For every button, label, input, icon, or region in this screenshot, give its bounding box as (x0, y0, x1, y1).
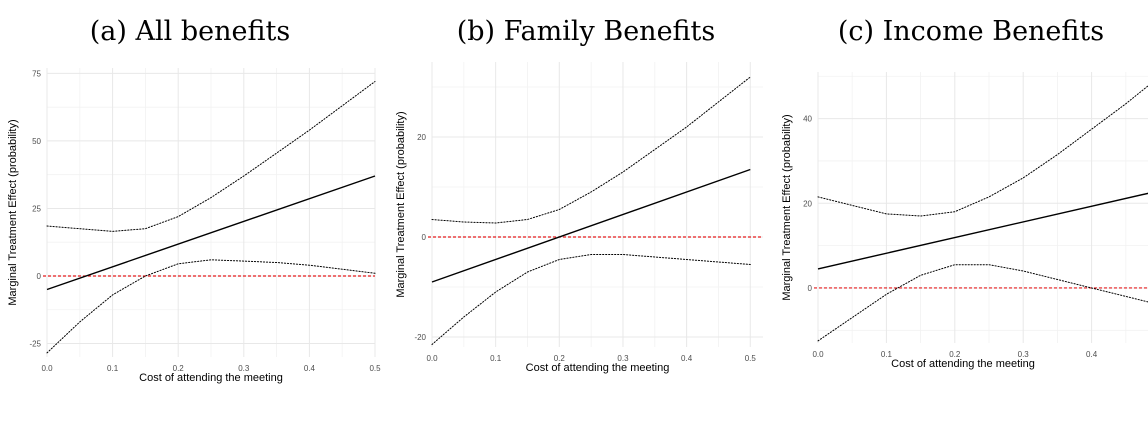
x-tick-label: 0.4 (681, 354, 693, 363)
x-tick-label: 0.0 (41, 364, 53, 373)
panel-title: (a) All benefits (90, 16, 290, 47)
x-tick-label: 0.4 (304, 364, 316, 373)
y-tick-label: 0 (808, 284, 813, 293)
x-tick-label: 0.1 (107, 364, 119, 373)
lower-confidence-bound (817, 264, 1148, 342)
y-axis-label: Marginal Treatment Effect (probability) (395, 111, 407, 297)
lower-confidence-bound (431, 254, 751, 345)
upper-confidence-bound (46, 81, 376, 232)
y-tick-label: -25 (29, 339, 41, 348)
x-tick-label: 0.0 (426, 354, 438, 363)
x-tick-label: 0.0 (812, 350, 824, 359)
y-tick-label: 40 (803, 115, 812, 124)
panel-title: (c) Income Benefits (838, 16, 1104, 47)
y-tick-label: 75 (32, 69, 41, 78)
x-tick-label: 0.4 (1086, 350, 1098, 359)
y-tick-label: 0 (37, 272, 42, 281)
y-tick-label: 20 (803, 199, 812, 208)
y-tick-label: 0 (422, 233, 427, 242)
mte-estimate-line (817, 192, 1148, 270)
y-axis-label: Marginal Treatment Effect (probability) (781, 114, 793, 300)
x-tick-label: 0.5 (745, 354, 757, 363)
y-axis-label: Marginal Treatment Effect (probability) (7, 119, 19, 305)
panel-1: (a) All benefits 0.0 0.1 0.2 0.3 0.4 0.5 -25 0 25… (7, 16, 381, 384)
x-tick-label: 0.2 (554, 354, 566, 363)
panel-2: (b) Family Benefits 0.0 0.1 0.2 0.3 0.4 0.5 -20… (395, 16, 763, 374)
lower-confidence-bound (46, 259, 376, 354)
x-tick-label: 0.1 (881, 350, 893, 359)
mte-estimate-line (431, 168, 751, 283)
x-tick-label: 0.1 (490, 354, 502, 363)
x-tick-label: 0.2 (949, 350, 961, 359)
x-tick-label: 0.3 (1018, 350, 1030, 359)
x-tick-label: 0.5 (369, 364, 381, 373)
x-axis-label: Cost of attending the meeting (526, 362, 670, 374)
y-tick-label: 20 (417, 133, 426, 142)
x-tick-label: 0.3 (238, 364, 250, 373)
y-tick-label: 50 (32, 137, 41, 146)
x-axis-label: Cost of attending the meeting (891, 358, 1035, 370)
y-tick-label: 25 (32, 204, 41, 213)
upper-confidence-bound (431, 76, 751, 224)
panel-title: (b) Family Benefits (457, 16, 716, 47)
x-axis-label: Cost of attending the meeting (139, 372, 283, 384)
x-tick-label: 0.3 (617, 354, 629, 363)
mte-estimate-line (46, 175, 376, 291)
x-tick-label: 0.2 (173, 364, 185, 373)
y-tick-label: -20 (414, 333, 426, 342)
upper-confidence-bound (817, 85, 1148, 217)
panel-3: (c) Income Benefits0.00.10.20.30.40.5020… (781, 16, 1148, 370)
